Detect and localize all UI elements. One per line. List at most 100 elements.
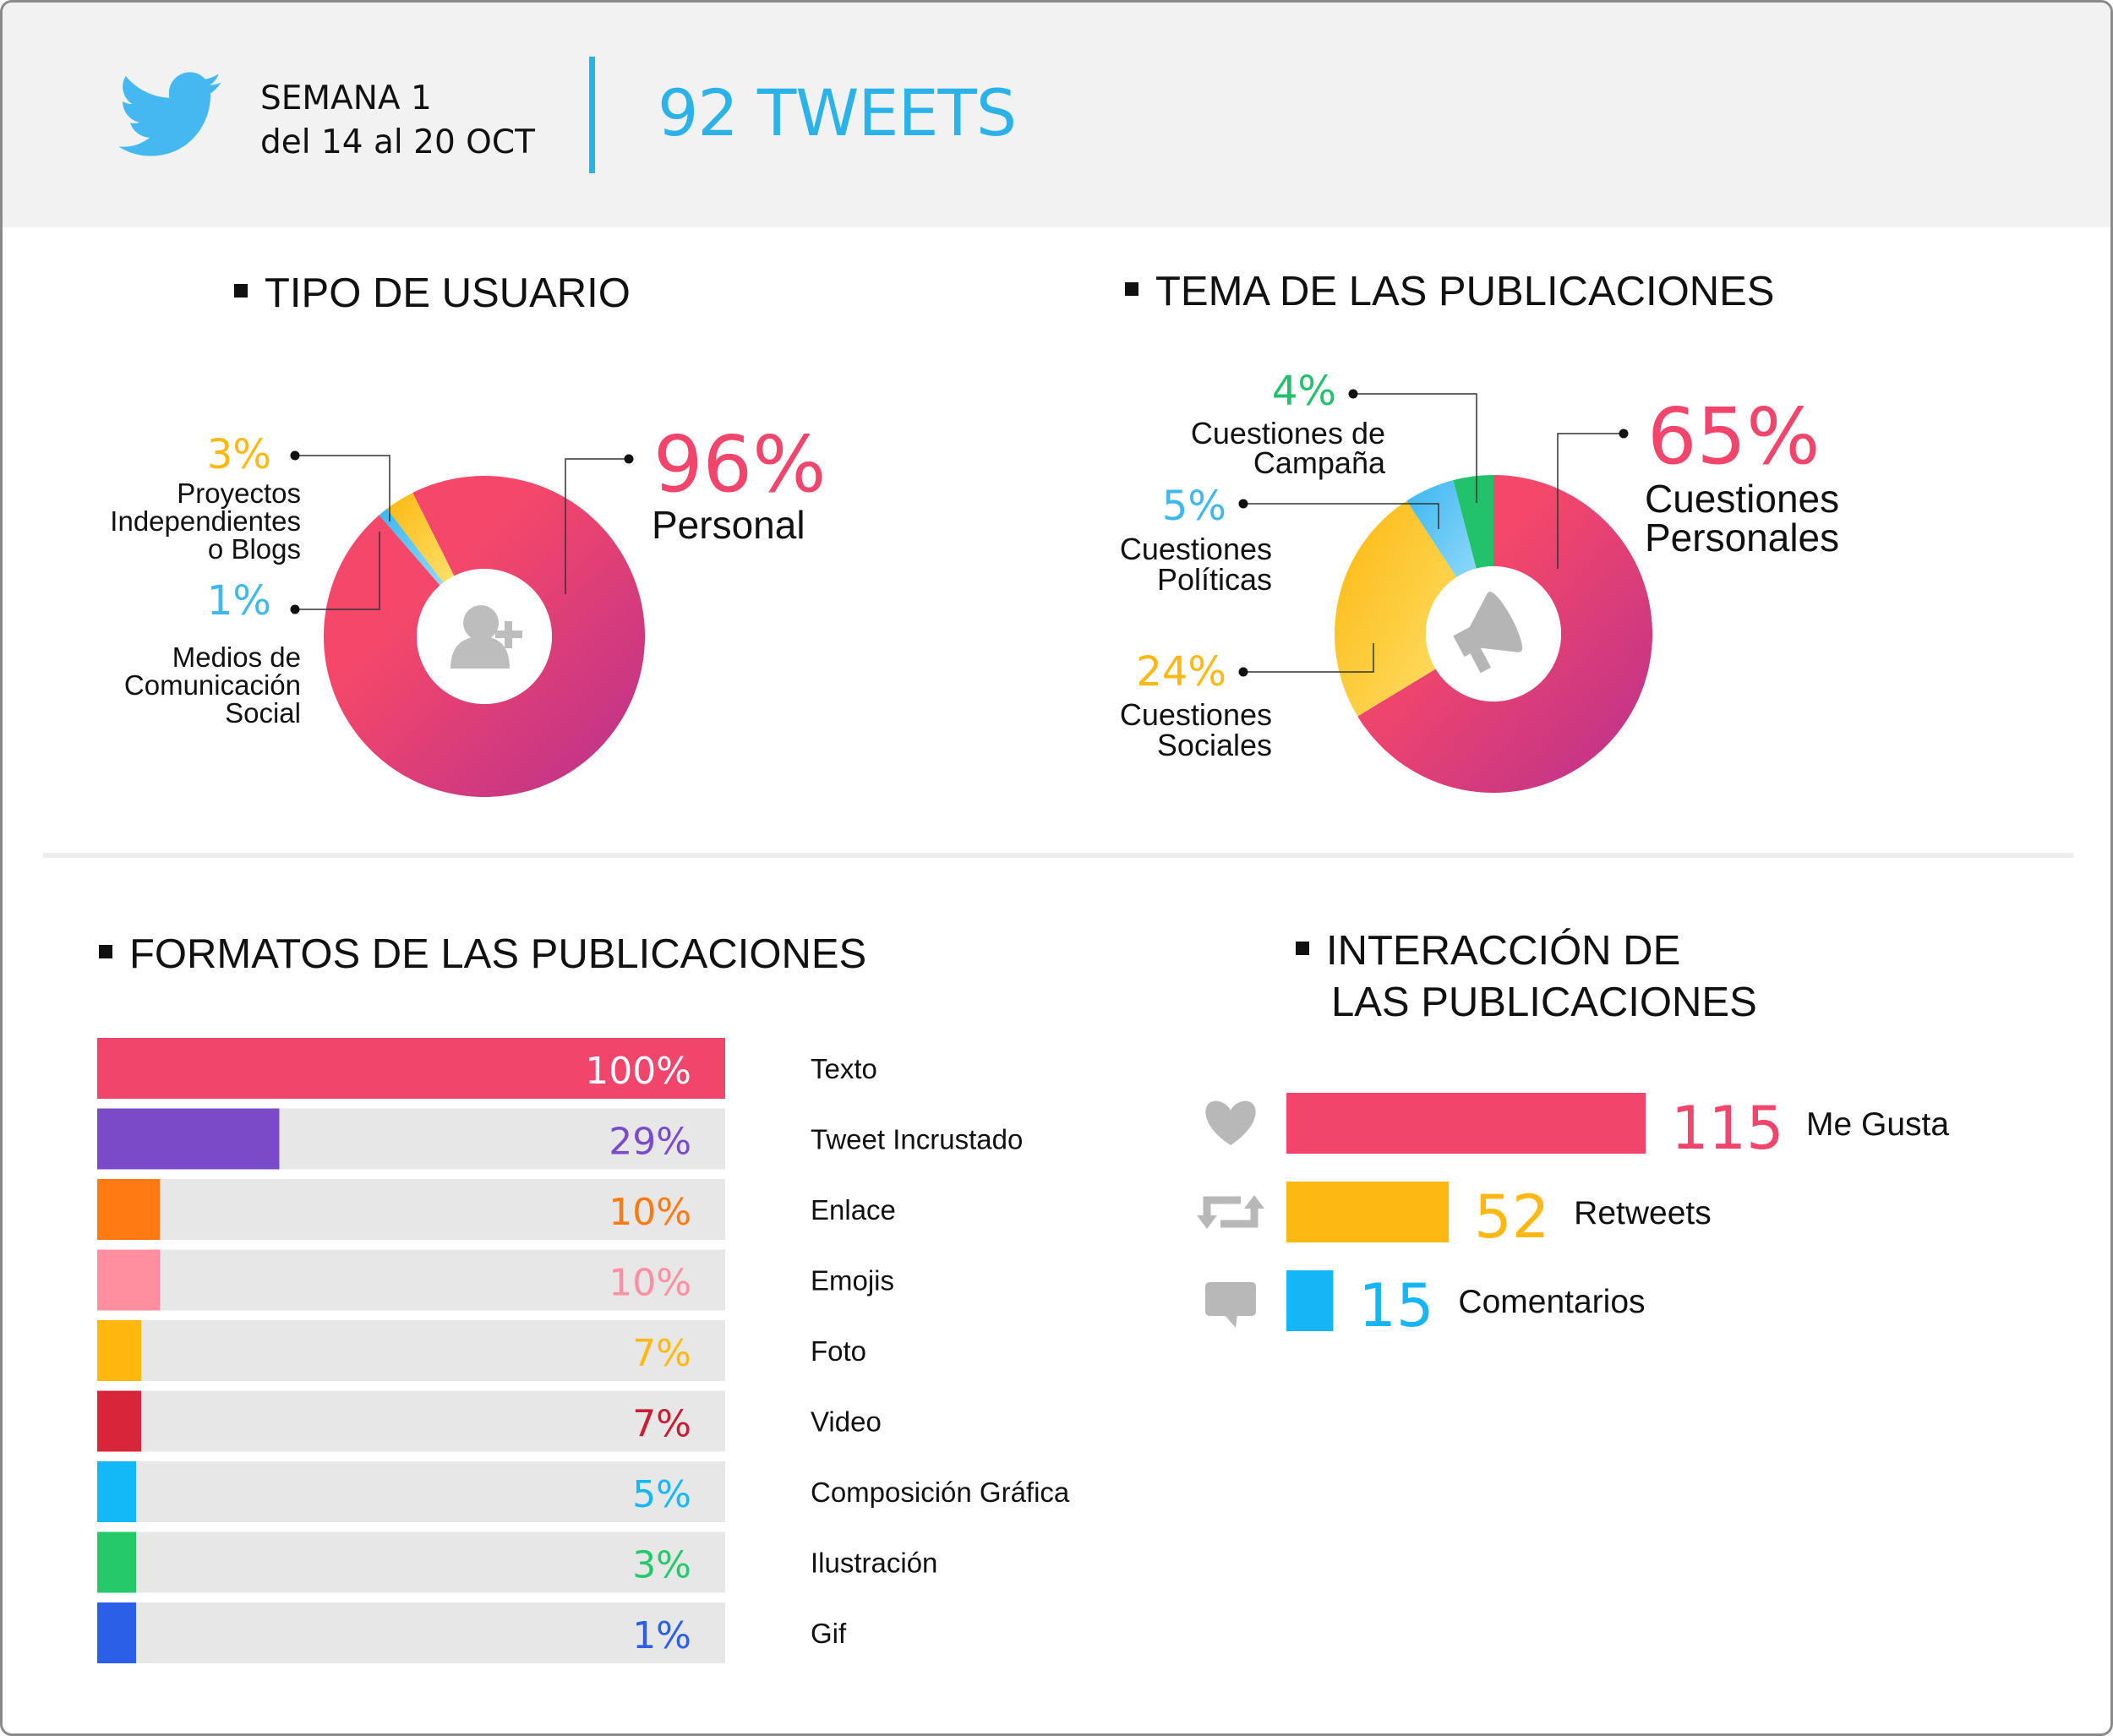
bar-row-emojis: 10% Emojis [97,1249,894,1311]
bar-label: Emojis [811,1265,894,1297]
bar-row-foto: 7% Foto [97,1320,866,1381]
bar-label: Composición Gráfica [811,1477,1070,1508]
section-title-topics: TEMA DE LAS PUBLICACIONES [1125,266,1775,317]
interaction-label: Me Gusta [1806,1106,1949,1143]
leader-line [565,458,628,594]
bar-row-composicion-grafica: 5% Composición Gráfica [97,1461,1070,1522]
name-personales-line: Personales [1645,516,1839,560]
name-proyectos-line: Independientes [110,505,301,537]
bar-label: Gif [811,1618,847,1649]
interaction-value: 52 [1474,1182,1549,1252]
icon-horn [1453,592,1520,658]
leader-dot [1238,499,1248,509]
retweet-top [1203,1196,1241,1222]
leader-line [1243,643,1374,673]
name-sociales-line: Cuestiones [1120,697,1272,732]
name-medios-line: Medios de [172,641,301,673]
header-divider [589,57,595,173]
bar-track [97,1179,725,1240]
bar-label: Enlace [811,1194,896,1226]
slice-proyectos-independientes-o-blogs [386,492,455,583]
bar-row-gif: 1% Gif [97,1602,847,1663]
bar-value: 10% [609,1262,691,1305]
icon-plus-v [505,621,512,648]
bar-value: 29% [609,1121,691,1164]
leader-dot [1348,389,1358,399]
slice-cuestiones-de-campana [1453,475,1493,569]
interaction-value: 15 [1358,1271,1433,1340]
pct-campana: 4% [1272,368,1336,415]
bar-fill [97,1179,161,1240]
slice-medios-de-comunicacion-social [379,508,444,586]
leader-dot [624,454,634,464]
name-politicas-line: Cuestiones [1120,532,1272,566]
bar-fill [97,1531,136,1593]
comment-icon [1205,1282,1256,1328]
retweet-arrow-1 [1197,1215,1217,1229]
interaction-row-retweets: 52 Retweets [1197,1182,1712,1252]
comment-tail [1224,1314,1237,1328]
icon-body [450,636,510,669]
bar-value: 1% [632,1614,691,1657]
pct-sociales: 24% [1136,648,1226,696]
heart-icon [1205,1100,1256,1145]
name-medios-line: Social [225,697,301,729]
megaphone-icon [1453,592,1523,674]
retweet-bottom [1220,1202,1259,1228]
leader-line [295,455,390,521]
bar-value: 7% [632,1403,691,1446]
interaction-bar-chart: 115 Me Gusta 52 Retweets 15 Comentarios [1197,1093,1949,1340]
interaction-label: Comentarios [1458,1284,1645,1320]
bar-value: 7% [632,1332,691,1375]
name-proyectos-line: Proyectos [177,478,301,509]
interaction-label: Retweets [1574,1195,1712,1231]
name-campana-line: Campaña [1253,445,1386,480]
section-title-formats: FORMATOS DE LAS PUBLICACIONES [99,929,866,980]
label-personal: 96%Personal [565,419,826,594]
bar-fill [1286,1270,1334,1331]
bar-label: Tweet Incrustado [811,1124,1023,1155]
leader-dot [1238,667,1248,677]
bar-label: Ilustración [811,1548,937,1579]
bar-value: 100% [585,1050,691,1093]
heart-shape [1205,1100,1256,1145]
icon-bell [1488,592,1523,652]
bar-value: 3% [632,1544,691,1587]
bar-fill [97,1108,280,1170]
bar-fill [97,1038,725,1099]
bar-fill [97,1249,161,1311]
name-politicas-line: Políticas [1157,562,1272,597]
interaction-row-me-gusta: 115 Me Gusta [1205,1093,1949,1163]
slice-personal [323,476,645,797]
bar-row-enlace: 10% Enlace [97,1179,896,1240]
section-divider [43,853,2073,858]
slice-cuestiones-sociales [1335,500,1457,717]
name-medios-line: Comunicación [124,669,301,701]
pct-proyectos: 3% [207,431,271,478]
bar-track [97,1461,725,1522]
leader-line [1243,503,1439,529]
retweet-icon [1197,1195,1264,1229]
bullet-square [99,945,112,959]
bullet-square [1125,282,1138,297]
name-personales-line: Cuestiones [1645,477,1839,521]
week-dates: del 14 al 20 OCT [260,123,535,161]
bar-row-texto: 100% Texto [97,1038,877,1099]
name-personal: Personal [652,503,805,547]
interaction-value: 115 [1671,1094,1784,1163]
leader-line [295,532,380,610]
section-title-interaction: INTERACCIÓN DE LAS PUBLICACIONES [1296,925,1757,1029]
leader-line [1557,433,1624,569]
bar-row-video: 7% Video [97,1390,882,1452]
bullet-square [1296,942,1309,956]
icon-handle [1470,647,1492,674]
twitter-bird-icon [119,72,222,156]
bar-value: 10% [609,1191,691,1234]
leader-line [1353,393,1477,503]
